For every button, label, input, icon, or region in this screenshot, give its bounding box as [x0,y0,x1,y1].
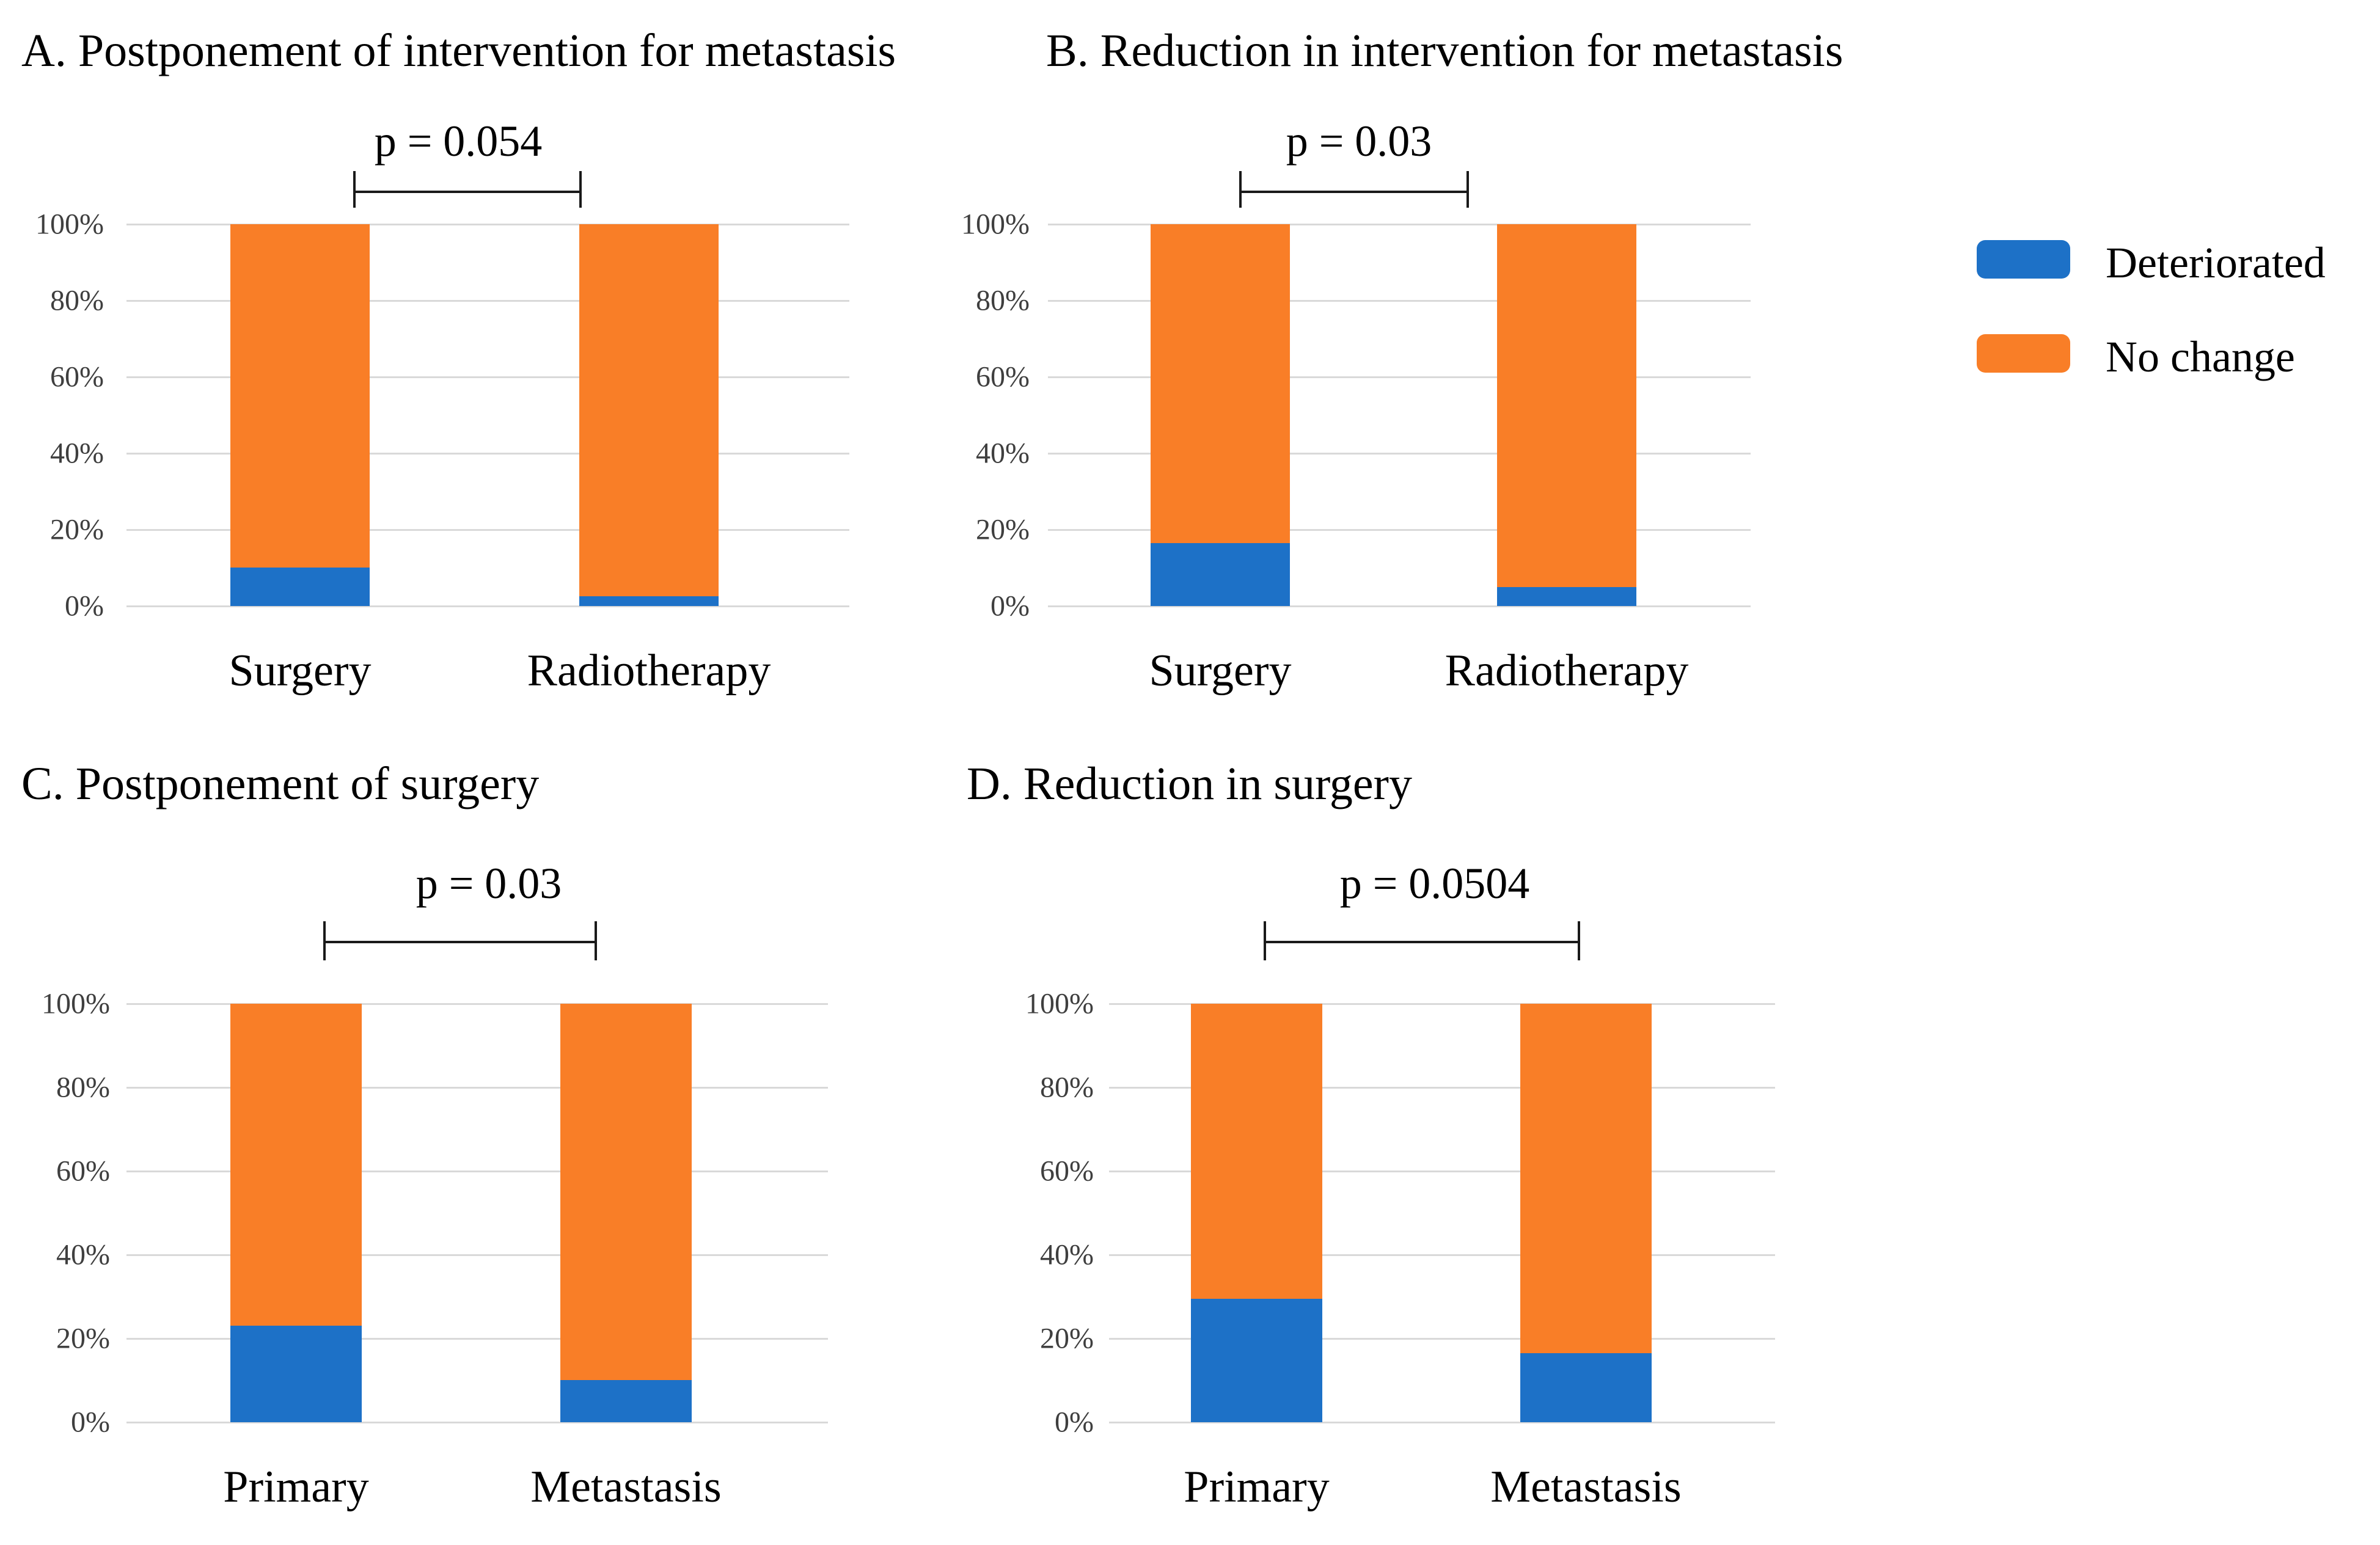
panel-b-y-tick-label-80: 80% [976,284,1030,317]
panel-a-title: A. Postponement of intervention for meta… [21,25,896,76]
panel-b-category-label-radiotherapy: Radiotherapy [1444,646,1689,696]
panel-a-gridline-20 [126,529,849,531]
panel-a-bar-radiotherapy-no-change [579,224,719,596]
panel-b-y-tick-label-0: 0% [990,590,1030,623]
panel-a-bar-surgery-no-change [230,224,370,568]
panel-b-gridline-100 [1048,224,1751,225]
panel-a-bar-surgery-deteriorated [230,568,370,606]
panel-b-bar-surgery-no-change [1151,224,1290,543]
panel-d-bracket-left-tick [1264,921,1266,960]
panel-a-category-label-surgery: Surgery [229,646,372,696]
legend-label-no-change: No change [2106,332,2295,381]
panel-b-bracket-right-tick [1466,171,1469,208]
panel-d-p-value-label: p = 0.0504 [1339,859,1530,908]
panel-a-y-tick-label-100: 100% [35,208,104,241]
panel-d-y-tick-label-80: 80% [1040,1071,1094,1104]
panel-c-y-tick-label-0: 0% [71,1406,110,1439]
panel-b-y-tick-label-40: 40% [976,437,1030,470]
panel-c-bar-metastasis-no-change [560,1004,692,1380]
panel-b-gridline-40 [1048,453,1751,455]
panel-a-bracket-right-tick [579,171,582,208]
panel-c-bar-primary-no-change [230,1004,362,1326]
panel-a-bar-radiotherapy-deteriorated [579,596,719,606]
panel-c-y-tick-label-100: 100% [42,987,110,1020]
panel-d-gridline-40 [1109,1254,1775,1256]
panel-d-y-tick-label-60: 60% [1040,1155,1094,1188]
panel-d-bar-metastasis-no-change [1520,1004,1652,1353]
panel-b-gridline-0 [1048,605,1751,607]
panel-c-gridline-60 [126,1171,828,1172]
panel-c-y-tick-label-20: 20% [56,1322,110,1355]
panel-d-bar-primary-deteriorated [1191,1299,1322,1422]
panel-a-y-tick-label-20: 20% [50,513,104,546]
panel-c-bar-metastasis-deteriorated [560,1380,692,1422]
panel-b-gridline-80 [1048,300,1751,302]
panel-d-y-tick-label-0: 0% [1055,1406,1094,1439]
panel-b-gridline-20 [1048,529,1751,531]
panel-b-significance-bracket [1239,191,1469,193]
panel-b-title: B. Reduction in intervention for metasta… [1046,25,1844,76]
panel-c-bar-primary-deteriorated [230,1326,362,1422]
panel-c-gridline-80 [126,1087,828,1089]
panel-d-category-label-metastasis: Metastasis [1490,1462,1682,1512]
legend-label-deteriorated: Deteriorated [2106,238,2326,287]
panel-a-gridline-0 [126,605,849,607]
panel-a-p-value-label: p = 0.054 [374,117,543,166]
panel-c-y-tick-label-60: 60% [56,1155,110,1188]
panel-c-y-tick-label-80: 80% [56,1071,110,1104]
panel-c-bracket-right-tick [595,921,597,960]
panel-d-category-label-primary: Primary [1184,1462,1330,1512]
panel-b-p-value-label: p = 0.03 [1286,117,1432,166]
panel-b-bar-radiotherapy-no-change [1497,224,1636,587]
panel-a-y-tick-label-0: 0% [65,590,104,623]
panel-d-y-tick-label-40: 40% [1040,1238,1094,1271]
panel-d-gridline-20 [1109,1338,1775,1340]
panel-d-y-tick-label-100: 100% [1025,987,1094,1020]
panel-c-gridline-100 [126,1003,828,1005]
panel-a-gridline-80 [126,300,849,302]
panel-a-bracket-left-tick [353,171,356,208]
panel-d-gridline-0 [1109,1422,1775,1423]
panel-d-y-tick-label-20: 20% [1040,1322,1094,1355]
panel-c-gridline-20 [126,1338,828,1340]
panel-d-gridline-80 [1109,1087,1775,1089]
panel-d-bar-primary-no-change [1191,1004,1322,1299]
panel-a-gridline-40 [126,453,849,455]
panel-d-gridline-60 [1109,1171,1775,1172]
panel-c-gridline-0 [126,1422,828,1423]
panel-d-bar-metastasis-deteriorated [1520,1353,1652,1422]
panel-b-bar-radiotherapy-deteriorated [1497,587,1636,606]
panel-a-y-tick-label-40: 40% [50,437,104,470]
panel-d-gridline-100 [1109,1003,1775,1005]
panel-d-bracket-right-tick [1578,921,1580,960]
panel-b-bracket-left-tick [1239,171,1242,208]
panel-c-category-label-primary: Primary [223,1462,369,1512]
panel-d-title: D. Reduction in surgery [967,758,1412,809]
panel-b-bar-surgery-deteriorated [1151,543,1290,606]
panel-b-category-label-surgery: Surgery [1149,646,1292,696]
panel-b-y-tick-label-100: 100% [961,208,1030,241]
panel-a-y-tick-label-60: 60% [50,360,104,393]
panel-c-significance-bracket [323,941,597,943]
panel-a-category-label-radiotherapy: Radiotherapy [527,646,771,696]
panel-c-title: C. Postponement of surgery [21,758,540,809]
panel-a-gridline-60 [126,376,849,378]
panel-a-significance-bracket [353,191,582,193]
panel-b-y-tick-label-60: 60% [976,360,1030,393]
panel-a-gridline-100 [126,224,849,225]
panel-c-bracket-left-tick [323,921,326,960]
panel-b-y-tick-label-20: 20% [976,513,1030,546]
panel-c-y-tick-label-40: 40% [56,1238,110,1271]
legend-swatch-no-change-icon [1977,334,2070,373]
legend-swatch-deteriorated-icon [1977,240,2070,279]
panel-c-gridline-40 [126,1254,828,1256]
panel-c-category-label-metastasis: Metastasis [530,1462,722,1512]
panel-c-p-value-label: p = 0.03 [416,859,562,908]
panel-a-y-tick-label-80: 80% [50,284,104,317]
panel-d-significance-bracket [1264,941,1580,943]
panel-b-gridline-60 [1048,376,1751,378]
